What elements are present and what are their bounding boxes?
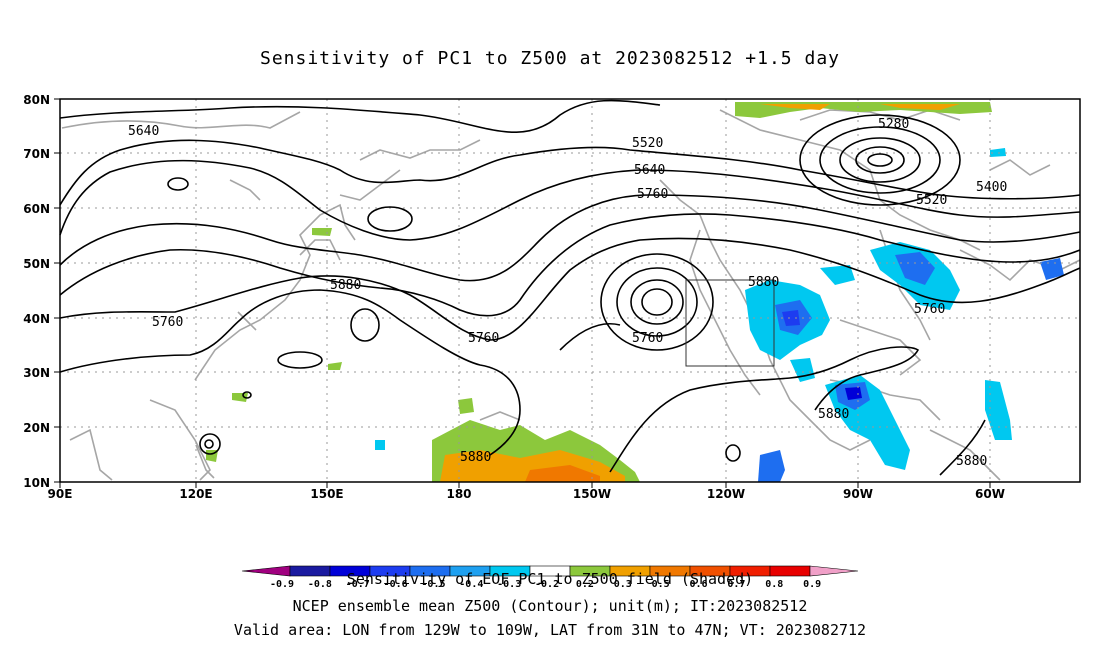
contour-label: 5400 (976, 180, 1007, 195)
colorbar-tick-label: 0.7 (727, 579, 745, 590)
footer-line-contour: NCEP ensemble mean Z500 (Contour); unit(… (292, 597, 808, 615)
colorbar: -0.9 -0.8 -0.7 -0.6 -0.5 -0.4 -0.3 -0.2 0.2 0.3 0.… (241, 565, 859, 590)
tick-marks (54, 98, 991, 488)
lon-tick-label: 90W (843, 487, 873, 501)
contour-label: 5880 (330, 278, 361, 293)
map-title: Sensitivity of PC1 to Z500 at 2023082512… (259, 48, 840, 69)
contour-label: 5880 (956, 454, 987, 469)
contour-label: 5880 (818, 407, 849, 422)
contour-label: 5880 (748, 275, 779, 290)
colorbar-tick-label: -0.4 (459, 579, 483, 590)
lon-axis: 90E 120E 150E 180 150W 120W 90W 60W (48, 487, 1005, 501)
lon-tick-label: 120W (707, 487, 745, 501)
colorbar-tick-label: -0.3 (497, 579, 521, 590)
colorbar-tick-label: -0.7 (346, 579, 370, 590)
shading-negative (375, 148, 1064, 482)
lon-tick-label: 60W (975, 487, 1005, 501)
contour-label: 5640 (634, 163, 665, 178)
colorbar-tick-label: -0.5 (421, 579, 445, 590)
lat-tick-label: 30N (23, 366, 50, 380)
contour-label: 5280 (878, 117, 909, 132)
contour-label: 5760 (468, 331, 499, 346)
contour-labels: 5640 5520 5280 5640 5760 5400 5520 5880 … (128, 117, 1007, 469)
lat-tick-label: 70N (23, 147, 50, 161)
colorbar-tick-label: 0.9 (803, 579, 821, 590)
colorbar-extend-high (809, 565, 859, 577)
map-frame (59, 98, 1081, 483)
lat-axis: 80N 70N 60N 50N 40N 30N 20N 10N (23, 93, 50, 490)
colorbar-tick-label: -0.9 (270, 579, 294, 590)
target-valid-area (685, 279, 775, 367)
lon-tick-label: 120E (179, 487, 212, 501)
contour-label: 5520 (632, 136, 663, 151)
contour-label: 5760 (152, 315, 183, 330)
contour-label: 5640 (128, 124, 159, 139)
colorbar-tick-label: -0.2 (535, 579, 559, 590)
lon-tick-label: 90E (48, 487, 73, 501)
lon-tick-label: 180 (446, 487, 471, 501)
contour-label: 5760 (914, 302, 945, 317)
lat-tick-label: 40N (23, 312, 50, 326)
contour-label: 5760 (637, 187, 668, 202)
lat-tick-label: 60N (23, 202, 50, 216)
contour-label: 5880 (460, 450, 491, 465)
lat-tick-label: 80N (23, 93, 50, 107)
contour-label: 5760 (632, 331, 663, 346)
footer-line-shading: Sensitivity of EOF PC1 to Z500 field (Sh… (346, 570, 754, 588)
colorbar-tick-label: -0.8 (308, 579, 332, 590)
colorbar-tick-label: 0.6 (690, 579, 708, 590)
lat-tick-label: 10N (23, 476, 50, 490)
colorbar-tick-label: -0.6 (384, 579, 408, 590)
lon-tick-label: 150W (573, 487, 611, 501)
z500-contours (59, 99, 1081, 476)
lat-tick-label: 20N (23, 421, 50, 435)
grid (60, 99, 1080, 482)
shading-positive (206, 102, 992, 482)
colorbar-tick-label: 0.8 (765, 579, 783, 590)
colorbar-tick-label: 0.5 (652, 579, 670, 590)
contour-label: 5520 (916, 193, 947, 208)
lon-tick-label: 150E (310, 487, 343, 501)
lat-tick-label: 50N (23, 257, 50, 271)
colorbar-tick-label: 0.3 (614, 579, 632, 590)
footer-line-valid-area: Valid area: LON from 129W to 109W, LAT f… (233, 621, 867, 639)
colorbar-tick-label: 0.2 (576, 579, 594, 590)
